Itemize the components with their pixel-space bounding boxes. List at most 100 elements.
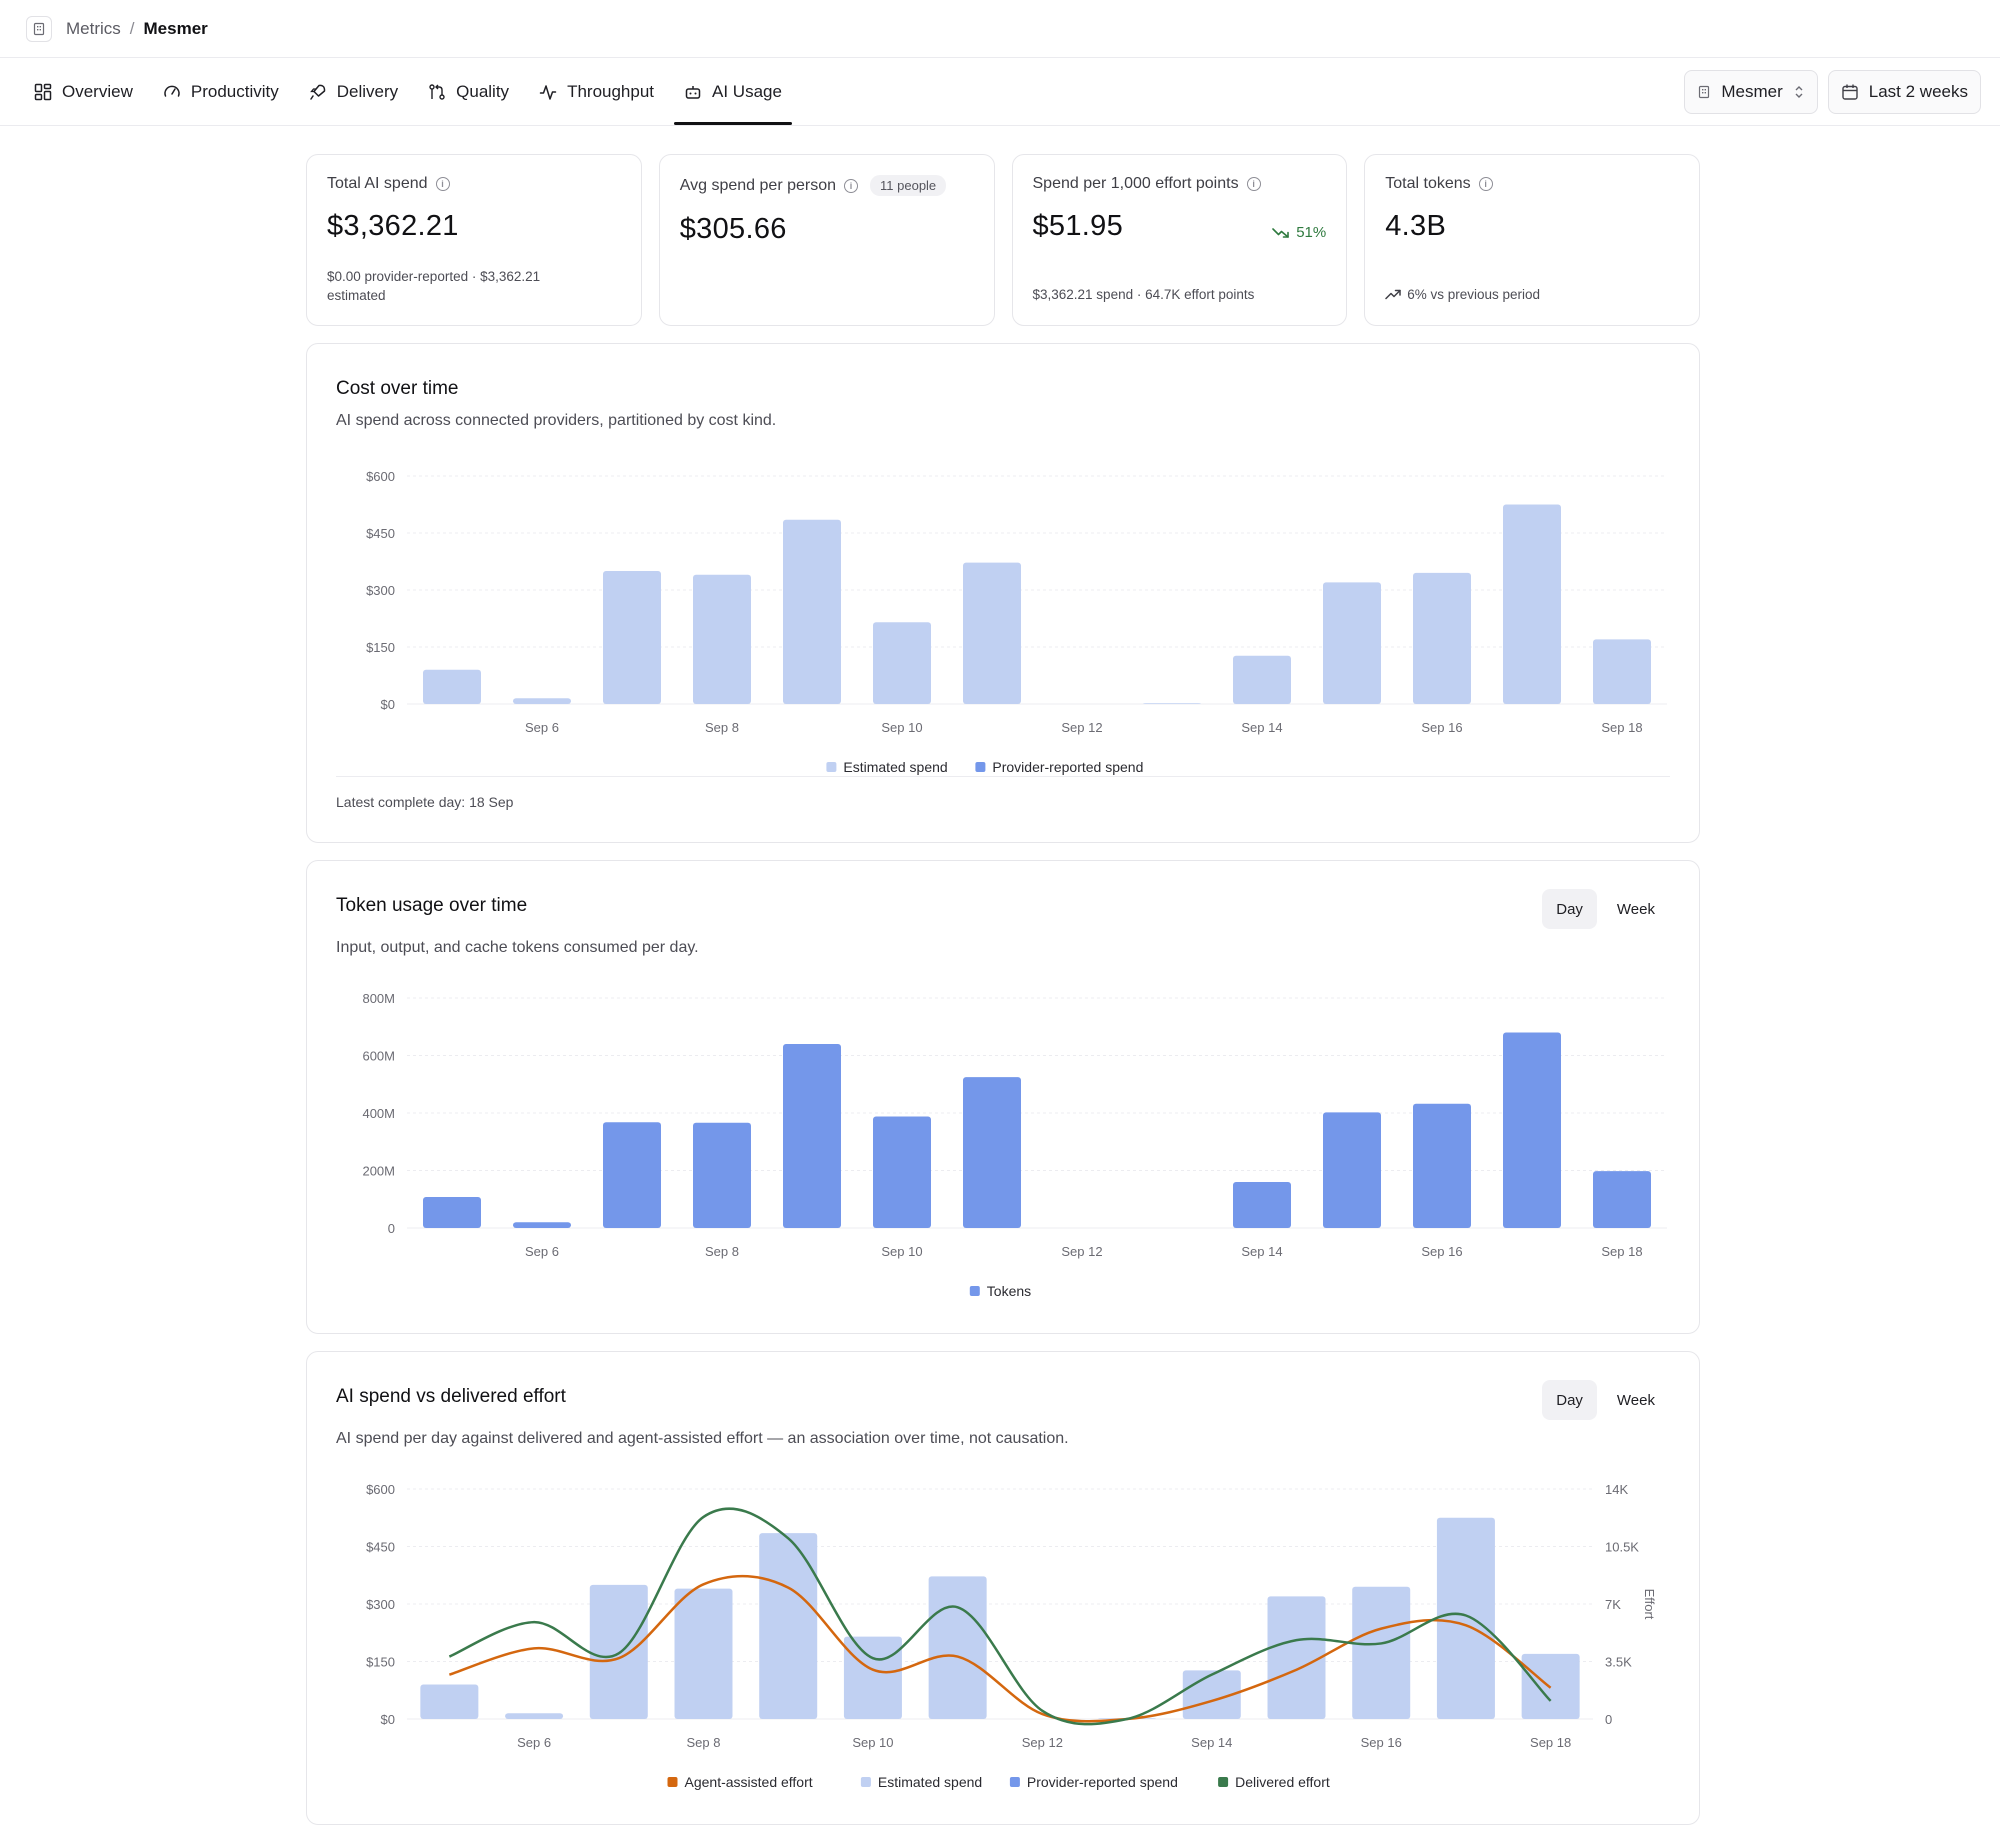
bar [873, 622, 931, 704]
bar [603, 1122, 661, 1228]
building-icon [26, 15, 52, 42]
info-icon[interactable]: i [1246, 177, 1261, 191]
toggle-week-button[interactable]: Week [1616, 900, 1655, 918]
info-icon[interactable]: i [844, 178, 859, 193]
tab-productivity[interactable]: Productivity [163, 58, 279, 125]
main-content: Total AI spend i $3,362.21 $0.00 provider… [306, 154, 1700, 1825]
y2-tick-label: 14K [1605, 1482, 1628, 1497]
spend-vs-effort-card: AI spend vs delivered effort Day Week AI… [306, 1351, 1700, 1825]
breadcrumb-separator: / [129, 18, 135, 38]
x-tick-label: Sep 8 [705, 1244, 739, 1259]
granularity-toggle: Day Week [1542, 1380, 1669, 1420]
tab-label: Delivery [336, 81, 399, 101]
people-count-badge: 11 people [870, 175, 947, 196]
toggle-week-button[interactable]: Week [1616, 1391, 1655, 1409]
toggle-day-button[interactable]: Day [1542, 1380, 1597, 1420]
x-tick-label: Sep 16 [1421, 720, 1462, 735]
rocket-icon [309, 84, 325, 100]
bar [928, 1576, 987, 1719]
y-tick-label: $150 [366, 1655, 395, 1670]
date-range-value: Last 2 weeks [1868, 82, 1968, 101]
token-usage-card: Token usage over time Day Week Input, ou… [306, 860, 1700, 1334]
legend-swatch [1218, 1777, 1229, 1787]
x-tick-label: Sep 6 [525, 720, 559, 735]
building-icon [1699, 85, 1710, 99]
tab-quality[interactable]: Quality [428, 58, 509, 125]
bar [423, 1196, 481, 1228]
tab-throughput[interactable]: Throughput [539, 58, 654, 125]
y-tick-label: $300 [366, 1597, 395, 1612]
tab-overview[interactable]: Overview [34, 58, 133, 125]
legend-swatch [975, 762, 986, 772]
legend-label: Agent-assisted effort [685, 1774, 813, 1790]
legend-swatch [860, 1777, 871, 1787]
bar [513, 1222, 571, 1228]
bar [1413, 572, 1471, 704]
bar [513, 698, 571, 704]
grid-icon [34, 83, 52, 100]
card-description: AI spend per day against delivered and a… [336, 1430, 1069, 1447]
bar [1593, 639, 1651, 704]
bar [1503, 504, 1561, 704]
tab-delivery[interactable]: Delivery [309, 58, 398, 125]
y2-tick-label: 3.5K [1605, 1655, 1632, 1670]
tab-label: Overview [62, 81, 133, 101]
gauge-icon [164, 85, 180, 97]
card-description: Input, output, and cache tokens consumed… [336, 939, 699, 956]
legend-swatch [969, 1286, 980, 1296]
bar [963, 562, 1021, 704]
latest-day-note: Latest complete day: 18 Sep [336, 794, 514, 810]
y-tick-label: 600M [362, 1049, 395, 1064]
kpi-value: $51.95 [1032, 210, 1123, 242]
x-tick-label: Sep 14 [1241, 720, 1282, 735]
toggle-day-button[interactable]: Day [1542, 889, 1597, 929]
y-tick-label: 800M [362, 991, 395, 1006]
bar [1143, 703, 1201, 704]
x-tick-label: Sep 10 [852, 1735, 893, 1750]
tab-label: Productivity [190, 81, 279, 101]
legend-swatch [1009, 1777, 1020, 1787]
kpi-row: Total AI spend i $3,362.21 $0.00 provider… [306, 154, 1700, 326]
bar [420, 1684, 479, 1719]
kpi-subtext-text: 6% vs previous period [1407, 287, 1541, 302]
y-tick-label: $0 [381, 1712, 395, 1727]
card-title: AI spend vs delivered effort [336, 1386, 566, 1407]
bar [1413, 1103, 1471, 1228]
org-select[interactable]: Mesmer [1684, 70, 1818, 114]
kpi-label: Total tokens [1385, 175, 1471, 192]
y-tick-label: 400M [362, 1106, 395, 1121]
cost-over-time-card: Cost over time AI spend across connected… [306, 343, 1700, 843]
x-tick-label: Sep 8 [687, 1735, 721, 1750]
kpi-subtext: $0.00 provider-reported · $3,362.21 esti… [327, 267, 621, 305]
date-range-select[interactable]: Last 2 weeks [1827, 70, 1981, 114]
bar [1503, 1032, 1561, 1228]
tab-label: AI Usage [712, 81, 782, 101]
bar [843, 1636, 902, 1719]
bar [1233, 655, 1291, 704]
git-compare-icon [429, 83, 445, 100]
card-divider [336, 776, 1670, 777]
calendar-icon [1842, 84, 1858, 100]
x-tick-label: Sep 16 [1421, 1244, 1462, 1259]
kpi-delta: 51% [1272, 224, 1326, 241]
y-tick-label: $450 [366, 1540, 395, 1555]
legend-swatch [667, 1777, 678, 1787]
series-line [448, 1507, 1552, 1726]
bar [423, 669, 481, 704]
x-tick-label: Sep 16 [1361, 1735, 1402, 1750]
x-tick-label: Sep 8 [705, 720, 739, 735]
x-tick-label: Sep 12 [1061, 1244, 1102, 1259]
breadcrumb-metrics-link[interactable]: Metrics [66, 18, 121, 38]
bar [1436, 1517, 1495, 1719]
y2-tick-label: 7K [1605, 1597, 1621, 1612]
nav-controls: Mesmer Last 2 weeks [1684, 70, 1981, 114]
bar [873, 1116, 931, 1228]
y2-tick-label: 0 [1605, 1712, 1612, 1727]
tab-ai-usage[interactable]: AI Usage [674, 58, 792, 125]
y-tick-label: 200M [362, 1164, 395, 1179]
info-icon[interactable]: i [435, 177, 450, 191]
legend-label: Provider-reported spend [992, 759, 1143, 775]
info-icon[interactable]: i [1478, 177, 1493, 191]
kpi-subtext-line: $0.00 provider-reported · $3,362.21 [327, 269, 541, 284]
kpi-value: $305.66 [679, 213, 787, 245]
